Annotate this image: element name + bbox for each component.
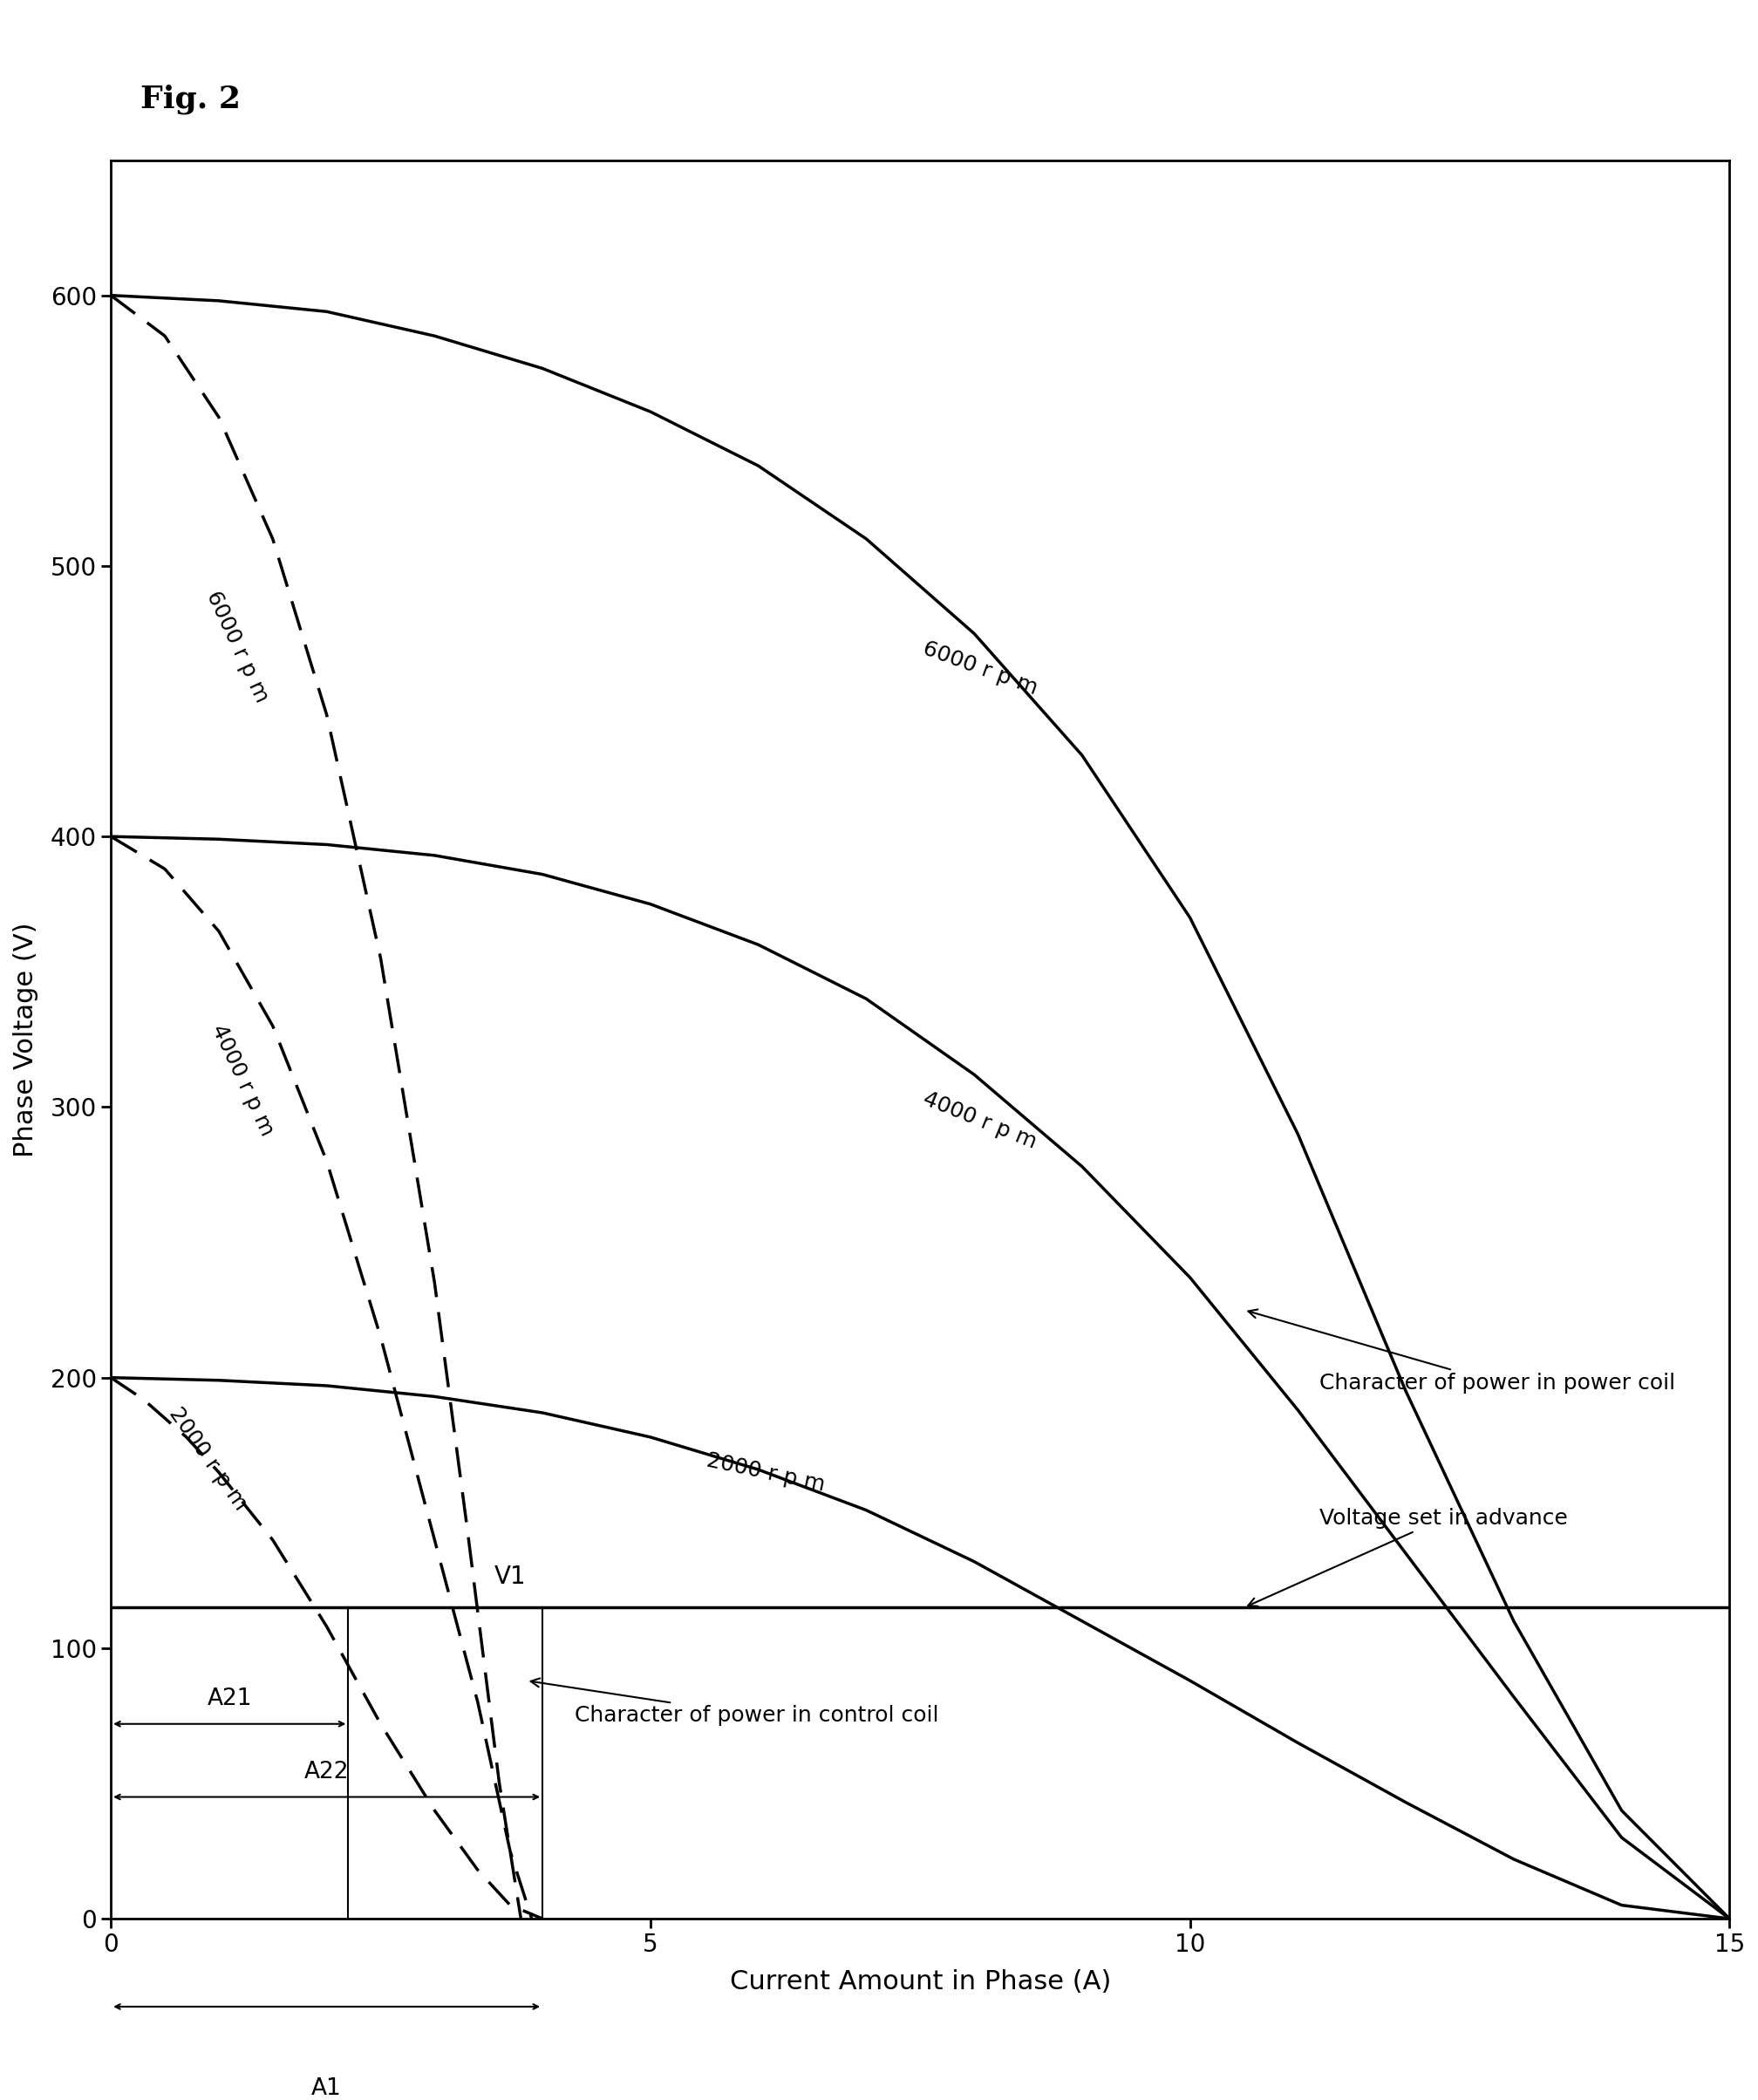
Text: A22: A22: [304, 1760, 350, 1783]
Text: 2000 r p m: 2000 r p m: [165, 1403, 251, 1514]
Y-axis label: Phase Voltage (V): Phase Voltage (V): [12, 922, 39, 1157]
Text: Voltage set in advance: Voltage set in advance: [1248, 1508, 1568, 1606]
Text: Character of power in power coil: Character of power in power coil: [1248, 1310, 1675, 1394]
Text: Fig. 2: Fig. 2: [141, 84, 241, 113]
Text: 2000 r p m: 2000 r p m: [705, 1449, 826, 1495]
Text: V1: V1: [494, 1564, 526, 1588]
Text: 6000 r p m: 6000 r p m: [202, 588, 272, 706]
Text: 4000 r p m: 4000 r p m: [919, 1088, 1039, 1153]
X-axis label: Current Amount in Phase (A): Current Amount in Phase (A): [730, 1970, 1111, 1995]
Text: Character of power in control coil: Character of power in control coil: [531, 1678, 939, 1726]
Text: 6000 r p m: 6000 r p m: [919, 638, 1041, 699]
Text: A21: A21: [207, 1688, 251, 1709]
Text: 4000 r p m: 4000 r p m: [207, 1021, 278, 1138]
Text: A1: A1: [311, 2077, 341, 2100]
